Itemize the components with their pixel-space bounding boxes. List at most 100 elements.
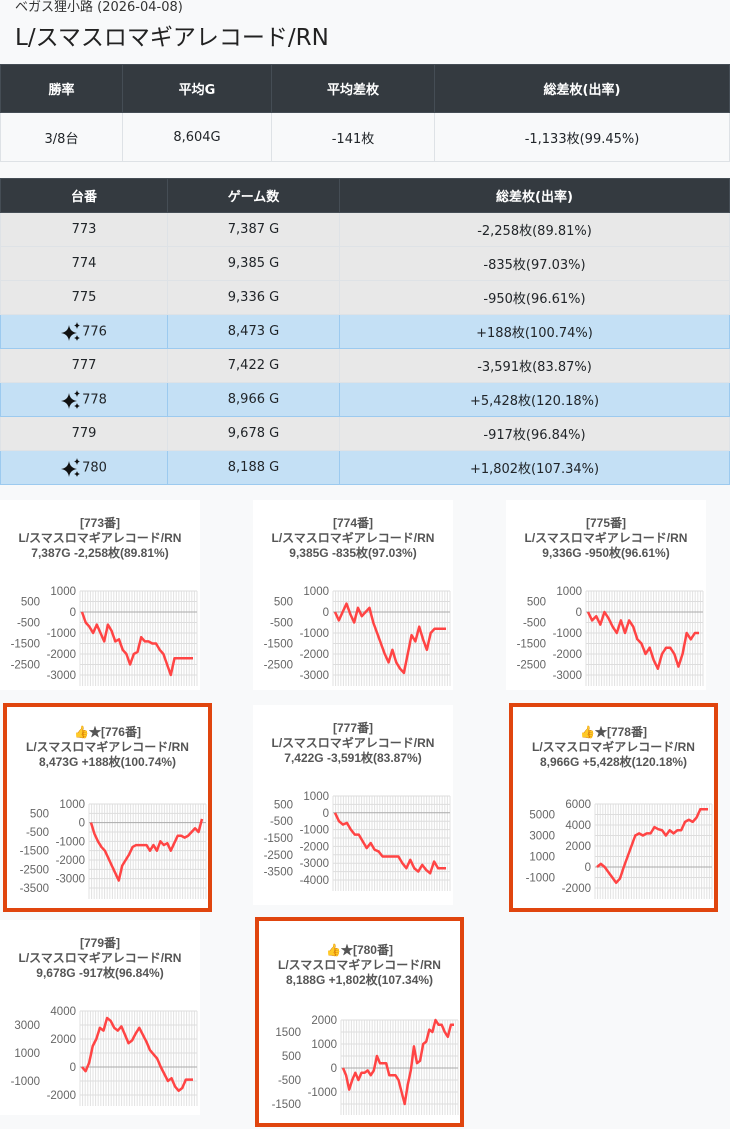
line-chart: 4000 3000 2000 1000 0 -1000 -2000 [11,1006,198,1106]
chart-title-line: 👍★[778番] [580,725,647,739]
machine-row[interactable]: 776 8,473 G +188枚(100.74%) [0,314,730,349]
y-tick-label: -1000 [526,873,555,885]
y-tick-label: 1000 [303,791,329,803]
y-tick-label: -3000 [56,874,85,886]
machine-row[interactable]: 778 8,966 G +5,428枚(120.18%) [0,382,730,417]
machine-games: 9,385 G [167,246,340,281]
machine-number: 779 [0,416,168,451]
y-tick-label: 0 [70,607,76,619]
sparkles-icon [61,389,81,409]
y-tick-label: 5000 [529,810,555,822]
y-tick-label: 0 [79,818,85,830]
machine-number-text: 778 [82,392,107,407]
y-tick-label: -3500 [20,883,49,895]
y-tick-label: -1500 [264,833,293,845]
machines-header: 台番 [0,178,168,213]
chart-title-line: L/スマスロマギアレコード/RN [18,951,182,965]
y-tick-label: 1000 [14,1048,40,1060]
y-tick-label: 500 [282,1051,301,1063]
total-diff: -1,133枚(99.45%) [434,112,730,162]
machine-number: 775 [0,280,168,315]
sparkles-icon [61,321,81,341]
machine-games: 8,966 G [167,382,340,417]
series-line [341,1018,454,1106]
machine-row[interactable]: 777 7,422 G -3,591枚(83.87%) [0,348,730,383]
machine-games: 9,336 G [167,280,340,315]
y-tick-label: -1000 [300,825,329,837]
machine-games: 8,188 G [167,450,340,485]
series-line [89,818,204,882]
y-tick-label: 1000 [303,586,329,598]
y-tick-label: -3000 [300,858,329,870]
chart-card-6: [779番] L/スマスロマギアレコード/RN 9,678G -917枚(96.84… [0,920,200,1115]
chart-title-line: 8,188G +1,802枚(107.34%) [285,973,434,987]
y-tick-label: -2000 [562,883,591,895]
y-tick-label: -2000 [300,649,329,661]
series-line [586,610,699,670]
y-tick-label: 0 [323,607,329,619]
machine-diff: -2,258枚(89.81%) [339,212,730,247]
y-tick-label: -1000 [47,628,76,640]
machine-number-text: 773 [71,222,97,237]
chart-title-line: [779番] [79,936,120,950]
y-tick-label: -2000 [47,649,76,661]
machines-header: 総差枚(出率) [339,178,730,213]
line-chart: 1000 500 0 -500 -1000 -1500 -2000 -2500 -3000 -35… [264,791,451,891]
machine-diff: +1,802枚(107.34%) [339,450,730,485]
y-tick-label: 1000 [50,586,76,598]
summary-header: 勝率 [0,64,123,113]
machine-games: 7,422 G [167,348,340,383]
machine-diff: -950枚(96.61%) [339,280,730,315]
series-line [333,602,446,675]
machine-row[interactable]: 779 9,678 G -917枚(96.84%) [0,416,730,451]
y-tick-label: 0 [331,1063,337,1075]
y-tick-label: -2000 [56,855,85,867]
y-tick-label: -3000 [553,670,582,682]
y-tick-label: 2000 [50,1034,76,1046]
chart-title-line: [773番] [79,516,120,530]
machine-games: 9,678 G [167,416,340,451]
line-chart: 1000 500 0 -500 -1000 -1500 -2000 -2500 -3000 [517,586,704,686]
machine-row[interactable]: 774 9,385 G -835枚(97.03%) [0,246,730,281]
chart-card-4: [777番] L/スマスロマギアレコード/RN 7,422G -3,591枚(83.… [253,705,453,905]
y-tick-label: 0 [323,808,329,820]
machine-diff: -3,591枚(83.87%) [339,348,730,383]
machine-number: 778 [0,382,168,417]
chart-title-line: L/スマスロマギアレコード/RN [26,740,189,754]
y-tick-label: -500 [17,618,40,630]
machine-diff: -917枚(96.84%) [339,416,730,451]
y-tick-label: 0 [585,862,591,874]
summary-header: 総差枚(出率) [434,64,730,113]
machine-number-text: 777 [71,358,97,373]
machine-row[interactable]: 773 7,387 G -2,258枚(89.81%) [0,212,730,247]
line-chart: 2000 1500 1000 500 0 -500 -1000 -1500 [272,1015,459,1115]
y-tick-label: 3000 [14,1020,40,1032]
y-tick-label: 500 [274,799,293,811]
chart-card-1: [774番] L/スマスロマギアレコード/RN 9,385G -835枚(97.03… [253,500,453,690]
chart-title-line: 9,385G -835枚(97.03%) [289,546,417,560]
y-tick-label: -500 [270,618,293,630]
y-tick-label: 500 [274,597,293,609]
series-line [596,808,708,884]
y-tick-label: 0 [70,1062,76,1074]
y-tick-label: 6000 [565,799,591,811]
y-tick-label: -2500 [517,660,546,672]
y-tick-label: -1500 [20,846,49,858]
machine-row[interactable]: 775 9,336 G -950枚(96.61%) [0,280,730,315]
chart-title-line: [775番] [585,516,626,530]
y-tick-label: 500 [21,597,40,609]
y-tick-label: -500 [278,1075,301,1087]
y-tick-label: 2000 [565,841,591,853]
machines-table: 台番 ゲーム数 総差枚(出率) 773 7,387 G -2,258枚(89.81%… [0,178,730,485]
machine-row[interactable]: 780 8,188 G +1,802枚(107.34%) [0,450,730,485]
series-line [81,1016,193,1093]
chart-title-line: L/スマスロマギアレコード/RN [271,531,435,545]
chart-title-line: 9,336G -950枚(96.61%) [542,546,670,560]
y-tick-label: -3000 [47,670,76,682]
machine-number-text: 780 [82,460,107,475]
summary-header: 平均G [122,64,272,113]
chart-title-line: 8,966G +5,428枚(120.18%) [539,755,688,769]
machine-number: 774 [0,246,168,281]
win-rate: 3/8台 [0,112,123,162]
y-tick-label: -1000 [56,836,85,848]
